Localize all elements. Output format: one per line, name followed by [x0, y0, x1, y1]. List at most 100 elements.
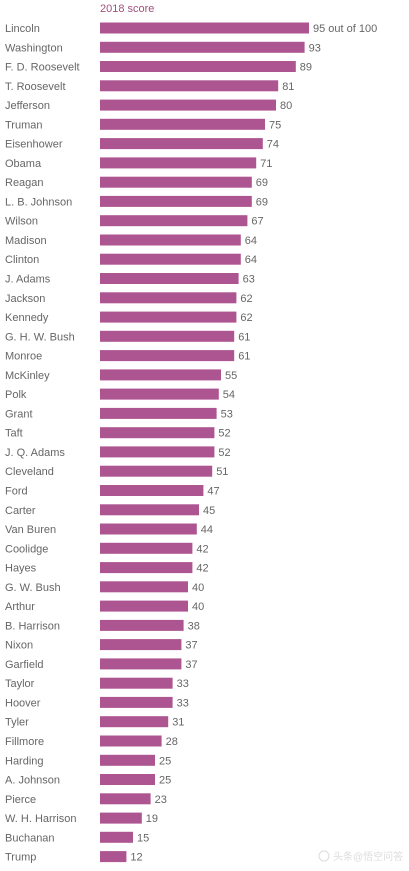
bar-row: Garfield 37	[5, 658, 198, 671]
bar-row: Lincoln 95 out of 100	[5, 22, 377, 35]
value-label: 25	[159, 775, 171, 787]
bar	[100, 22, 309, 34]
bar-row: Jackson 62	[5, 292, 253, 305]
value-label: 69	[256, 177, 268, 189]
bar-row: Hoover 33	[5, 696, 189, 709]
category-label: G. W. Bush	[5, 582, 61, 594]
category-label: Reagan	[5, 177, 44, 189]
category-label: W. H. Harrison	[5, 813, 77, 825]
category-label: Polk	[5, 389, 27, 401]
category-label: Harding	[5, 755, 44, 767]
bar	[100, 253, 241, 265]
bar-row: Clinton 64	[5, 253, 257, 266]
bar-row: Carter 45	[5, 504, 215, 517]
bar	[100, 542, 193, 554]
bar	[100, 350, 235, 362]
category-label: Clinton	[5, 254, 39, 266]
chart-rows: Lincoln 95 out of 100 Washington 93 F. D. Ro…	[5, 22, 377, 864]
bar	[100, 369, 221, 381]
bar	[100, 774, 155, 785]
bar	[100, 427, 215, 439]
category-label: F. D. Roosevelt	[5, 62, 80, 74]
value-label: 37	[185, 659, 197, 671]
category-label: McKinley	[5, 370, 50, 382]
bar	[100, 677, 173, 689]
bar	[100, 118, 265, 130]
bar-row: Eisenhower 74	[5, 138, 279, 151]
bar	[100, 465, 213, 477]
bar-row: B. Harrison 38	[5, 619, 200, 632]
bar-row: Coolidge 42	[5, 542, 209, 555]
bar-row: Cleveland 51	[5, 465, 228, 478]
watermark-text: 头条@悟空问答	[333, 850, 403, 863]
category-label: Pierce	[5, 794, 36, 806]
value-label: 64	[245, 235, 257, 247]
value-label: 80	[280, 100, 292, 112]
bar	[100, 446, 215, 458]
category-label: Hoover	[5, 697, 41, 709]
value-label: 45	[203, 505, 215, 517]
bar-row: Fillmore 28	[5, 735, 178, 748]
value-label: 71	[260, 158, 272, 170]
value-label: 69	[256, 196, 268, 208]
bar	[100, 793, 151, 805]
value-label: 62	[240, 312, 252, 324]
bar-row: Grant 53	[5, 407, 233, 420]
value-label: 54	[223, 389, 235, 401]
value-label: 52	[218, 447, 230, 459]
category-label: Garfield	[5, 659, 44, 671]
value-label: 93	[309, 42, 321, 54]
bar-row: Harding 25	[5, 754, 171, 767]
value-label: 51	[216, 466, 228, 478]
bar	[100, 523, 197, 535]
category-label: Buchanan	[5, 832, 55, 844]
bar-row: Ford 47	[5, 485, 220, 498]
value-label: 81	[282, 81, 294, 93]
bar-row: F. D. Roosevelt 89	[5, 61, 312, 74]
bar	[100, 851, 127, 863]
bar	[100, 234, 241, 246]
category-label: Fillmore	[5, 736, 44, 748]
bar	[100, 138, 263, 150]
value-label: 42	[196, 543, 208, 555]
watermark-icon	[318, 850, 330, 862]
value-label: 95 out of 100	[313, 23, 377, 35]
bar-row: G. H. W. Bush 61	[5, 330, 250, 343]
value-label: 61	[238, 331, 250, 343]
value-label: 55	[225, 370, 237, 382]
value-label: 19	[146, 813, 158, 825]
category-label: Cleveland	[5, 466, 54, 478]
category-label: Kennedy	[5, 312, 49, 324]
value-label: 38	[188, 620, 200, 632]
value-label: 40	[192, 582, 204, 594]
bar	[100, 716, 169, 728]
bar-row: Taylor 33	[5, 677, 189, 690]
bar	[100, 215, 248, 227]
bar-row: Washington 93	[5, 41, 321, 54]
category-label: J. Adams	[5, 274, 51, 286]
bar-row: Taft 52	[5, 427, 231, 440]
bar	[100, 41, 305, 53]
category-label: L. B. Johnson	[5, 196, 72, 208]
value-label: 12	[130, 852, 142, 864]
bar-row: Reagan 69	[5, 176, 268, 189]
bar	[100, 311, 237, 323]
bar	[100, 562, 193, 574]
chart-header: 2018 score	[100, 3, 154, 15]
bar	[100, 195, 252, 207]
bar-row: Arthur 40	[5, 600, 204, 613]
value-label: 33	[177, 678, 189, 690]
bar-row: Madison 64	[5, 234, 257, 247]
category-label: Wilson	[5, 216, 38, 228]
category-label: Carter	[5, 505, 36, 517]
category-label: Arthur	[5, 601, 35, 613]
bar-row: T. Roosevelt 81	[5, 80, 294, 93]
bar-row: G. W. Bush 40	[5, 581, 204, 594]
bar-row: Hayes 42	[5, 562, 209, 575]
value-label: 75	[269, 119, 281, 131]
value-label: 89	[300, 62, 312, 74]
category-label: Coolidge	[5, 543, 48, 555]
bar	[100, 407, 217, 419]
category-label: G. H. W. Bush	[5, 331, 75, 343]
value-label: 15	[137, 832, 149, 844]
